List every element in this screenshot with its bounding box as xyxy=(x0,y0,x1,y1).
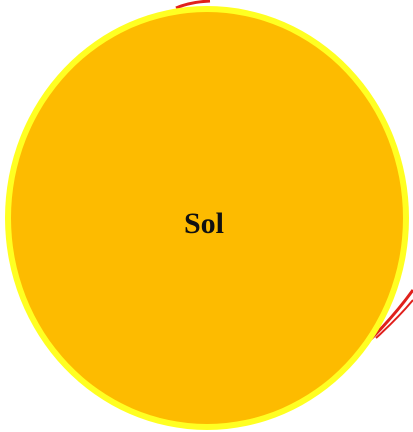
orbit-line xyxy=(375,299,413,339)
sun-label: Sol xyxy=(184,207,224,240)
sun xyxy=(11,12,403,424)
orbit-line xyxy=(175,0,211,10)
